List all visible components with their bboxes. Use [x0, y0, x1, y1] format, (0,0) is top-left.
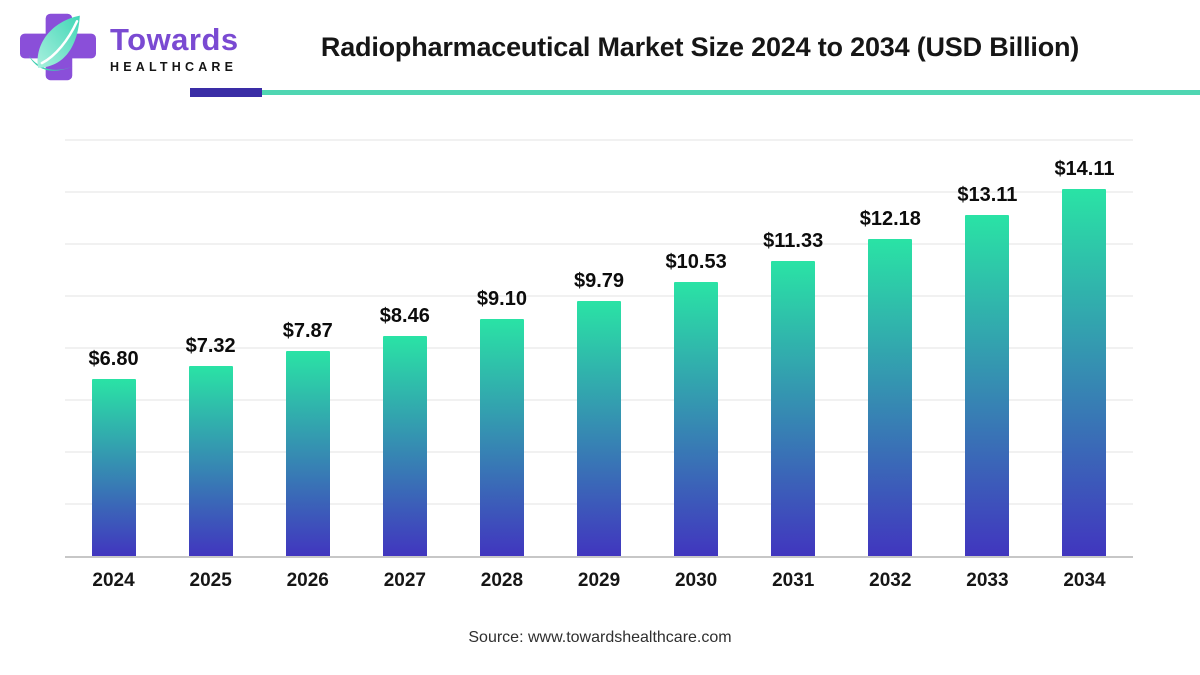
x-axis-label-2028: 2028: [480, 570, 524, 591]
bar-column-2024: $6.80: [65, 130, 162, 556]
bar-2025: [188, 365, 233, 556]
x-axis-label-2031: 2031: [772, 570, 815, 591]
gridline: [65, 139, 1133, 141]
bar-2033: [965, 215, 1010, 556]
bar-2030: [674, 282, 719, 556]
x-axis-label-2025: 2025: [189, 570, 232, 591]
bar-value-label-2033: $13.11: [957, 184, 1018, 207]
bar-column-2029: $9.79: [550, 130, 647, 556]
bar-value-label-2025: $7.32: [185, 334, 236, 357]
cross-leaf-logo-icon: [20, 13, 96, 81]
gridline: [65, 295, 1133, 297]
divider-accent-bar: [190, 88, 262, 97]
bar-value-label-2024: $6.80: [88, 348, 139, 371]
bar-value-label-2030: $10.53: [665, 251, 727, 274]
x-axis-label-2032: 2032: [869, 570, 912, 591]
bar-column-2030: $10.53: [648, 130, 745, 556]
x-axis-labels: 2024 2025 2026 2027 2028 2029 2030 2031 2032 2033…: [65, 570, 1133, 592]
logo-text: Towards HEALTHCARE: [110, 24, 239, 74]
bar-2028: [479, 319, 524, 556]
bar-column-2026: $7.87: [259, 130, 356, 556]
bar-value-label-2027: $8.46: [379, 305, 430, 328]
bar-column-2028: $9.10: [453, 130, 550, 556]
bar-value-label-2034: $14.11: [1054, 158, 1115, 181]
bar-2027: [382, 336, 427, 556]
x-axis-label-2027: 2027: [383, 570, 426, 591]
bar-chart-plot-area: $6.80 $7.32 $7.87 $8.46 $9.10 $9.79 $10.53 $11.…: [65, 130, 1133, 558]
bar-column-2025: $7.32: [162, 130, 259, 556]
page-title: Radiopharmaceutical Market Size 2024 to …: [320, 32, 1080, 62]
bar-chart-columns: $6.80 $7.32 $7.87 $8.46 $9.10 $9.79 $10.53 $11.…: [65, 130, 1133, 556]
bar-2031: [771, 261, 816, 556]
bar-column-2032: $12.18: [842, 130, 939, 556]
bar-2032: [868, 239, 913, 556]
source-text: Source: www.towardshealthcare.com: [468, 629, 732, 646]
bar-2024: [91, 379, 136, 556]
x-axis-label-2034: 2034: [1063, 570, 1106, 591]
x-axis-label-2033: 2033: [966, 570, 1009, 591]
x-axis-label-2024: 2024: [92, 570, 135, 591]
bar-column-2033: $13.11: [939, 130, 1036, 556]
divider-line: [262, 90, 1200, 95]
x-axis-label-2029: 2029: [577, 570, 621, 591]
logo-wordmark: Towards: [110, 22, 239, 58]
towards-healthcare-logo: Towards HEALTHCARE: [14, 8, 239, 84]
gridline: [65, 191, 1133, 193]
bar-value-label-2032: $12.18: [859, 208, 921, 231]
bar-value-label-2028: $9.10: [476, 288, 527, 311]
x-axis-label-2030: 2030: [674, 570, 718, 591]
bar-column-2027: $8.46: [356, 130, 453, 556]
bar-value-label-2031: $11.33: [763, 230, 824, 253]
title-underline: [190, 88, 1200, 97]
bar-2034: [1062, 189, 1107, 556]
logo-subtext: HEALTHCARE: [110, 59, 238, 74]
bar-value-label-2026: $7.87: [282, 320, 333, 343]
bar-2026: [285, 351, 330, 556]
bar-column-2034: $14.11: [1036, 130, 1133, 556]
bar-column-2031: $11.33: [745, 130, 842, 556]
bar-value-label-2029: $9.79: [573, 270, 625, 293]
gridline: [65, 243, 1133, 245]
bar-2029: [577, 301, 622, 556]
x-axis-label-2026: 2026: [286, 570, 329, 591]
